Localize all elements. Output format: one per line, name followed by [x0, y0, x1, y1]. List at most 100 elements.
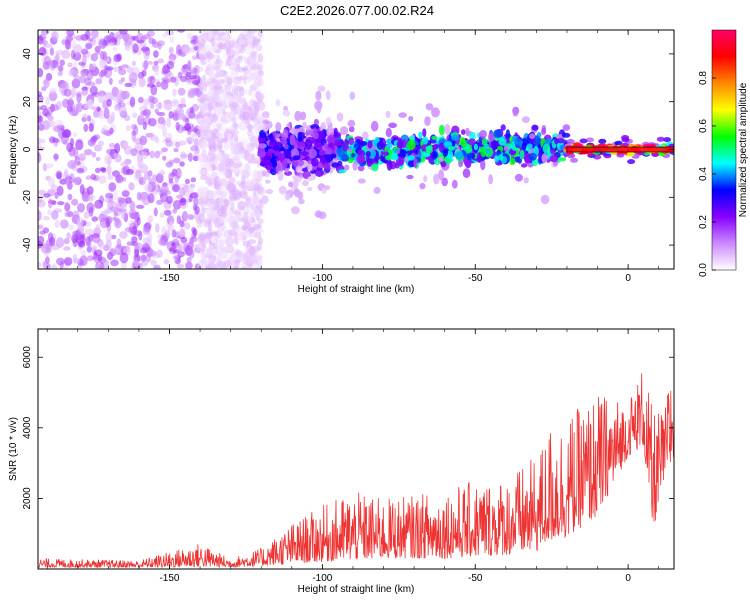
spectrogram-cell — [138, 77, 146, 88]
spectrogram-cell — [140, 47, 150, 52]
spectrogram-cell — [99, 50, 105, 61]
spectrogram-cell — [103, 129, 111, 136]
spectrogram-cell — [118, 68, 127, 76]
spectrogram-cell — [396, 140, 404, 149]
spectrogram-cell — [80, 48, 89, 55]
spectrogram-cell — [266, 124, 271, 129]
spectrogram-cell — [163, 259, 170, 265]
spectrogram-cell — [114, 142, 121, 154]
spectrogram-cell — [656, 136, 665, 142]
spectrogram-cell — [104, 154, 113, 165]
spectrogram-cell — [347, 119, 356, 127]
spectrogram-cell — [297, 191, 304, 201]
spectrogram-cell — [73, 51, 82, 61]
spectrogram-cell — [143, 33, 151, 40]
spectrogram-cell — [81, 86, 89, 91]
spectrogram-cell — [166, 195, 173, 204]
spectrogram-cell — [189, 67, 197, 77]
spectrogram-cell — [254, 78, 259, 89]
spectrogram-cell — [245, 30, 253, 37]
x-tick-label: -150 — [159, 273, 179, 284]
spectrogram-cell — [207, 61, 216, 70]
spectrogram-cell — [398, 112, 408, 118]
spectrogram-cell — [162, 132, 168, 138]
spectrogram-cell — [353, 143, 360, 149]
spectrogram-cell — [233, 122, 239, 130]
spectrogram-cell — [107, 42, 115, 47]
spectrogram-cell — [314, 143, 323, 149]
spectrogram-cell — [107, 202, 115, 208]
spectrogram-cell — [242, 89, 252, 95]
x-tick-label: -50 — [468, 573, 483, 584]
spectrogram-cell — [256, 92, 265, 100]
spectrogram-cell — [172, 200, 182, 210]
spectrogram-cell — [46, 120, 55, 128]
spectrogram-cell — [247, 215, 253, 223]
spectrogram-cell — [269, 167, 278, 176]
spectrogram-cell — [239, 74, 249, 81]
spectrogram-cell — [42, 216, 50, 221]
spectrogram-cell — [147, 193, 155, 204]
spectrogram-cell — [129, 96, 136, 108]
spectrogram-cell — [186, 71, 192, 78]
spectrogram-cell — [95, 261, 100, 269]
spectrogram-cell — [90, 53, 99, 62]
spectrogram-cell — [147, 215, 154, 224]
spectrogram-cell — [386, 160, 393, 171]
spectrogram-cell — [217, 144, 223, 152]
spectrogram-cell — [488, 132, 495, 144]
spectrogram-cell — [87, 99, 95, 108]
spectrogram-cell — [243, 101, 249, 112]
spectrogram-cell — [41, 30, 47, 38]
spectrogram-cell — [169, 46, 174, 55]
snr-x-label: Height of straight line (km) — [298, 584, 415, 595]
spectrogram-cell — [55, 49, 64, 56]
spectrogram-cell — [55, 237, 65, 248]
spectrogram-cell — [422, 152, 431, 157]
spectrogram-cell — [183, 213, 192, 219]
spectrogram-cell — [113, 66, 119, 73]
spectrogram-cell — [163, 79, 171, 84]
spectrogram-cell — [220, 121, 226, 128]
spectrogram-cell — [182, 45, 192, 55]
spectrogram-cell — [190, 184, 195, 194]
spectrogram-cell — [626, 151, 635, 157]
spectrogram-cell — [85, 42, 93, 50]
spectrogram-cell — [549, 154, 559, 163]
spectrogram-cell — [64, 39, 71, 50]
spectrogram-cell — [163, 209, 172, 216]
spectrogram-cell — [199, 30, 208, 41]
spectrogram-cell — [244, 195, 251, 201]
spectrogram-cell — [117, 208, 127, 213]
spectrogram-cell — [100, 167, 107, 173]
spectrogram-cell — [348, 126, 355, 133]
spectrogram-cell — [223, 140, 230, 151]
spectrogram-cell — [131, 236, 138, 243]
spectrogram-cell — [124, 115, 131, 121]
spectrogram-cell — [455, 151, 464, 160]
spectrogram-cell — [233, 231, 238, 238]
spectrogram-cell — [222, 177, 229, 186]
spectrogram-cell — [38, 195, 43, 203]
spectrogram-cell — [143, 200, 149, 206]
spectrogram-cell — [237, 93, 242, 103]
spectrogram-cell — [531, 124, 539, 131]
spectrogram-cell — [99, 262, 105, 269]
spectrogram-cell — [154, 67, 160, 77]
spectrogram-cell — [191, 80, 201, 86]
spectrogram-cell — [137, 71, 145, 79]
spectrogram-cell — [438, 124, 445, 136]
spectrogram-cell — [86, 186, 94, 195]
spectrogram-cell — [197, 118, 204, 124]
spectrogram-cell — [57, 71, 63, 77]
spectrogram-cell — [86, 70, 94, 81]
spectrogram-cell — [148, 250, 157, 257]
spectrogram-cell — [129, 200, 136, 212]
spectrogram-cell — [169, 247, 174, 252]
spectrogram-cell — [207, 137, 214, 146]
spectrogram-cell — [96, 106, 101, 112]
spectrogram-cell — [191, 226, 196, 233]
spectrogram-cell — [261, 170, 267, 177]
spectrogram-cell — [48, 91, 58, 102]
spectrogram-cell — [245, 228, 250, 239]
